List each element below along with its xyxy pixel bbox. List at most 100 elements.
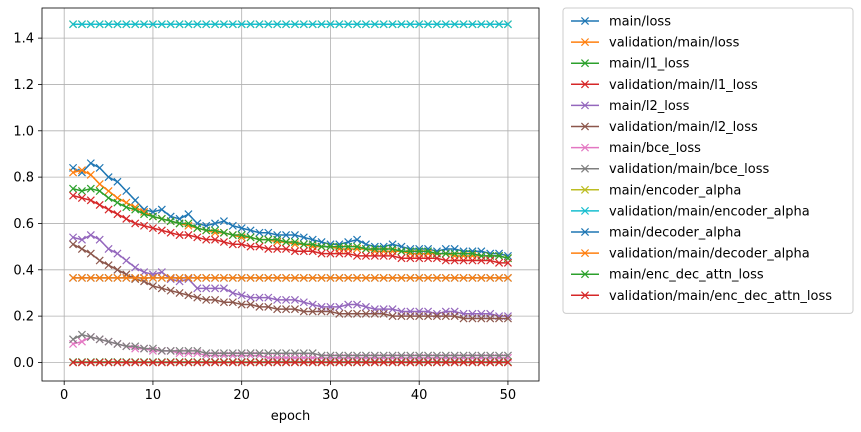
data-point xyxy=(211,226,220,235)
data-point xyxy=(308,358,317,367)
data-point xyxy=(424,247,433,256)
data-point xyxy=(148,20,157,29)
data-point xyxy=(184,346,193,355)
data-point xyxy=(202,284,211,293)
data-point xyxy=(122,20,131,29)
data-point xyxy=(495,351,504,360)
data-point xyxy=(157,273,166,282)
data-point xyxy=(157,205,166,214)
data-point xyxy=(69,240,78,249)
legend-swatch-marker xyxy=(580,38,590,47)
data-point xyxy=(237,240,246,249)
data-point xyxy=(69,358,78,367)
legend-label: main/bce_loss xyxy=(609,141,701,156)
data-point xyxy=(353,351,362,360)
data-point xyxy=(211,358,220,367)
data-point xyxy=(432,20,441,29)
data-point xyxy=(486,314,495,323)
data-point xyxy=(184,273,193,282)
legend-item[interactable]: main/bce_loss xyxy=(571,141,701,156)
data-point xyxy=(477,314,486,323)
data-point xyxy=(157,268,166,277)
data-point xyxy=(397,273,406,282)
data-point xyxy=(495,314,504,323)
data-point xyxy=(353,251,362,260)
data-point xyxy=(219,228,228,237)
data-point xyxy=(175,20,184,29)
data-point xyxy=(379,20,388,29)
data-point xyxy=(450,249,459,258)
data-point xyxy=(468,249,477,258)
legend-item[interactable]: main/encoder_alpha xyxy=(571,183,741,198)
legend-item[interactable]: validation/main/decoder_alpha xyxy=(571,247,810,262)
data-point xyxy=(379,273,388,282)
data-point xyxy=(113,198,122,207)
data-point xyxy=(495,258,504,267)
data-point xyxy=(131,273,140,282)
data-point xyxy=(344,242,353,251)
data-point xyxy=(131,196,140,205)
data-point xyxy=(477,20,486,29)
data-point xyxy=(246,273,255,282)
grid xyxy=(42,8,539,381)
data-point xyxy=(326,351,335,360)
data-point xyxy=(264,358,273,367)
data-point xyxy=(317,351,326,360)
data-point xyxy=(104,358,113,367)
data-point xyxy=(406,247,415,256)
data-point xyxy=(193,293,202,302)
data-point xyxy=(228,298,237,307)
legend[interactable]: main/loss validation/main/loss main/l1_los… xyxy=(562,7,854,314)
data-point xyxy=(104,261,113,270)
legend-item[interactable]: validation/main/bce_loss xyxy=(571,162,769,177)
data-point xyxy=(246,20,255,29)
legend-item[interactable]: validation/main/loss xyxy=(571,36,740,51)
data-point xyxy=(148,270,157,279)
data-point xyxy=(193,273,202,282)
data-point xyxy=(122,187,131,196)
data-point xyxy=(424,20,433,29)
data-point xyxy=(122,342,131,351)
data-point xyxy=(353,235,362,244)
legend-item[interactable]: main/l1_loss xyxy=(571,57,690,72)
legend-item[interactable]: main/enc_dec_attn_loss xyxy=(571,268,764,283)
data-point xyxy=(104,273,113,282)
data-point xyxy=(193,233,202,242)
data-point xyxy=(246,293,255,302)
data-point xyxy=(140,210,149,219)
data-point xyxy=(406,312,415,321)
data-point xyxy=(370,20,379,29)
data-point xyxy=(282,358,291,367)
series-validation-main-l1-loss xyxy=(69,191,512,267)
data-point xyxy=(335,309,344,318)
legend-swatch-marker xyxy=(580,59,590,68)
data-point xyxy=(86,332,95,342)
legend-label: validation/main/enc_dec_attn_loss xyxy=(609,289,832,304)
y-tick-label: 0.8 xyxy=(13,171,34,186)
data-point xyxy=(264,20,273,29)
legend-item[interactable]: validation/main/l2_loss xyxy=(571,120,758,135)
legend-swatch-marker xyxy=(580,122,590,131)
data-point xyxy=(477,256,486,265)
legend-item[interactable]: main/loss xyxy=(571,15,671,30)
x-tick-label: 10 xyxy=(145,388,162,403)
data-point xyxy=(211,284,220,293)
legend-item[interactable]: main/l2_loss xyxy=(571,99,690,114)
series-layer xyxy=(69,20,512,367)
legend-item[interactable]: validation/main/encoder_alpha xyxy=(571,204,810,219)
data-point xyxy=(379,358,388,367)
data-point xyxy=(131,275,140,284)
data-point xyxy=(353,358,362,367)
legend-item[interactable]: validation/main/l1_loss xyxy=(571,78,758,93)
data-point xyxy=(202,295,211,304)
data-point xyxy=(166,286,175,295)
legend-item[interactable]: validation/main/enc_dec_attn_loss xyxy=(571,289,832,304)
data-point xyxy=(503,358,512,367)
data-point xyxy=(299,240,308,249)
legend-item[interactable]: main/decoder_alpha xyxy=(571,226,741,241)
series-validation-main-encoder-alpha xyxy=(69,20,512,29)
data-point xyxy=(237,20,246,29)
data-point xyxy=(459,249,468,258)
data-point xyxy=(246,242,255,251)
data-point xyxy=(432,273,441,282)
